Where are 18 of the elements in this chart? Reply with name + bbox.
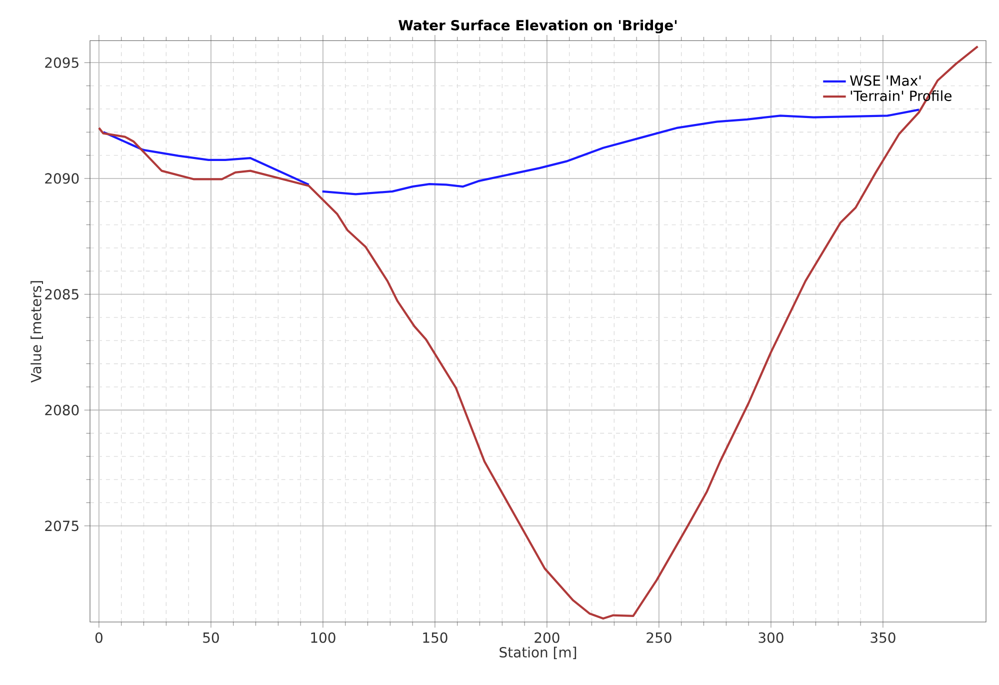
line-series bbox=[98, 45, 979, 620]
x-tick-label: 200 bbox=[534, 632, 560, 643]
y-tick-label: 2090 bbox=[45, 173, 79, 184]
x-tick-label: 150 bbox=[423, 632, 448, 643]
y-tick-label: 2085 bbox=[45, 288, 78, 300]
x-tick-label: 350 bbox=[870, 632, 896, 643]
x-axis-title: Station [m] bbox=[500, 646, 576, 660]
legend-label: WSE 'Max' bbox=[850, 75, 921, 86]
y-tick-label: 2080 bbox=[45, 404, 79, 416]
y-tick-label: 2075 bbox=[45, 520, 78, 532]
x-tick-label: 250 bbox=[646, 632, 672, 643]
x-tick-label: 50 bbox=[203, 632, 219, 643]
chart-title: Water Surface Elevation on 'Bridge' bbox=[398, 20, 677, 34]
x-tick-label: 100 bbox=[311, 632, 336, 643]
x-tick-label: 300 bbox=[758, 632, 784, 643]
x-tick-label: 0 bbox=[95, 632, 102, 643]
y-tick-label: 2095 bbox=[45, 57, 78, 68]
y-axis-title: Value [meters] bbox=[30, 281, 43, 383]
